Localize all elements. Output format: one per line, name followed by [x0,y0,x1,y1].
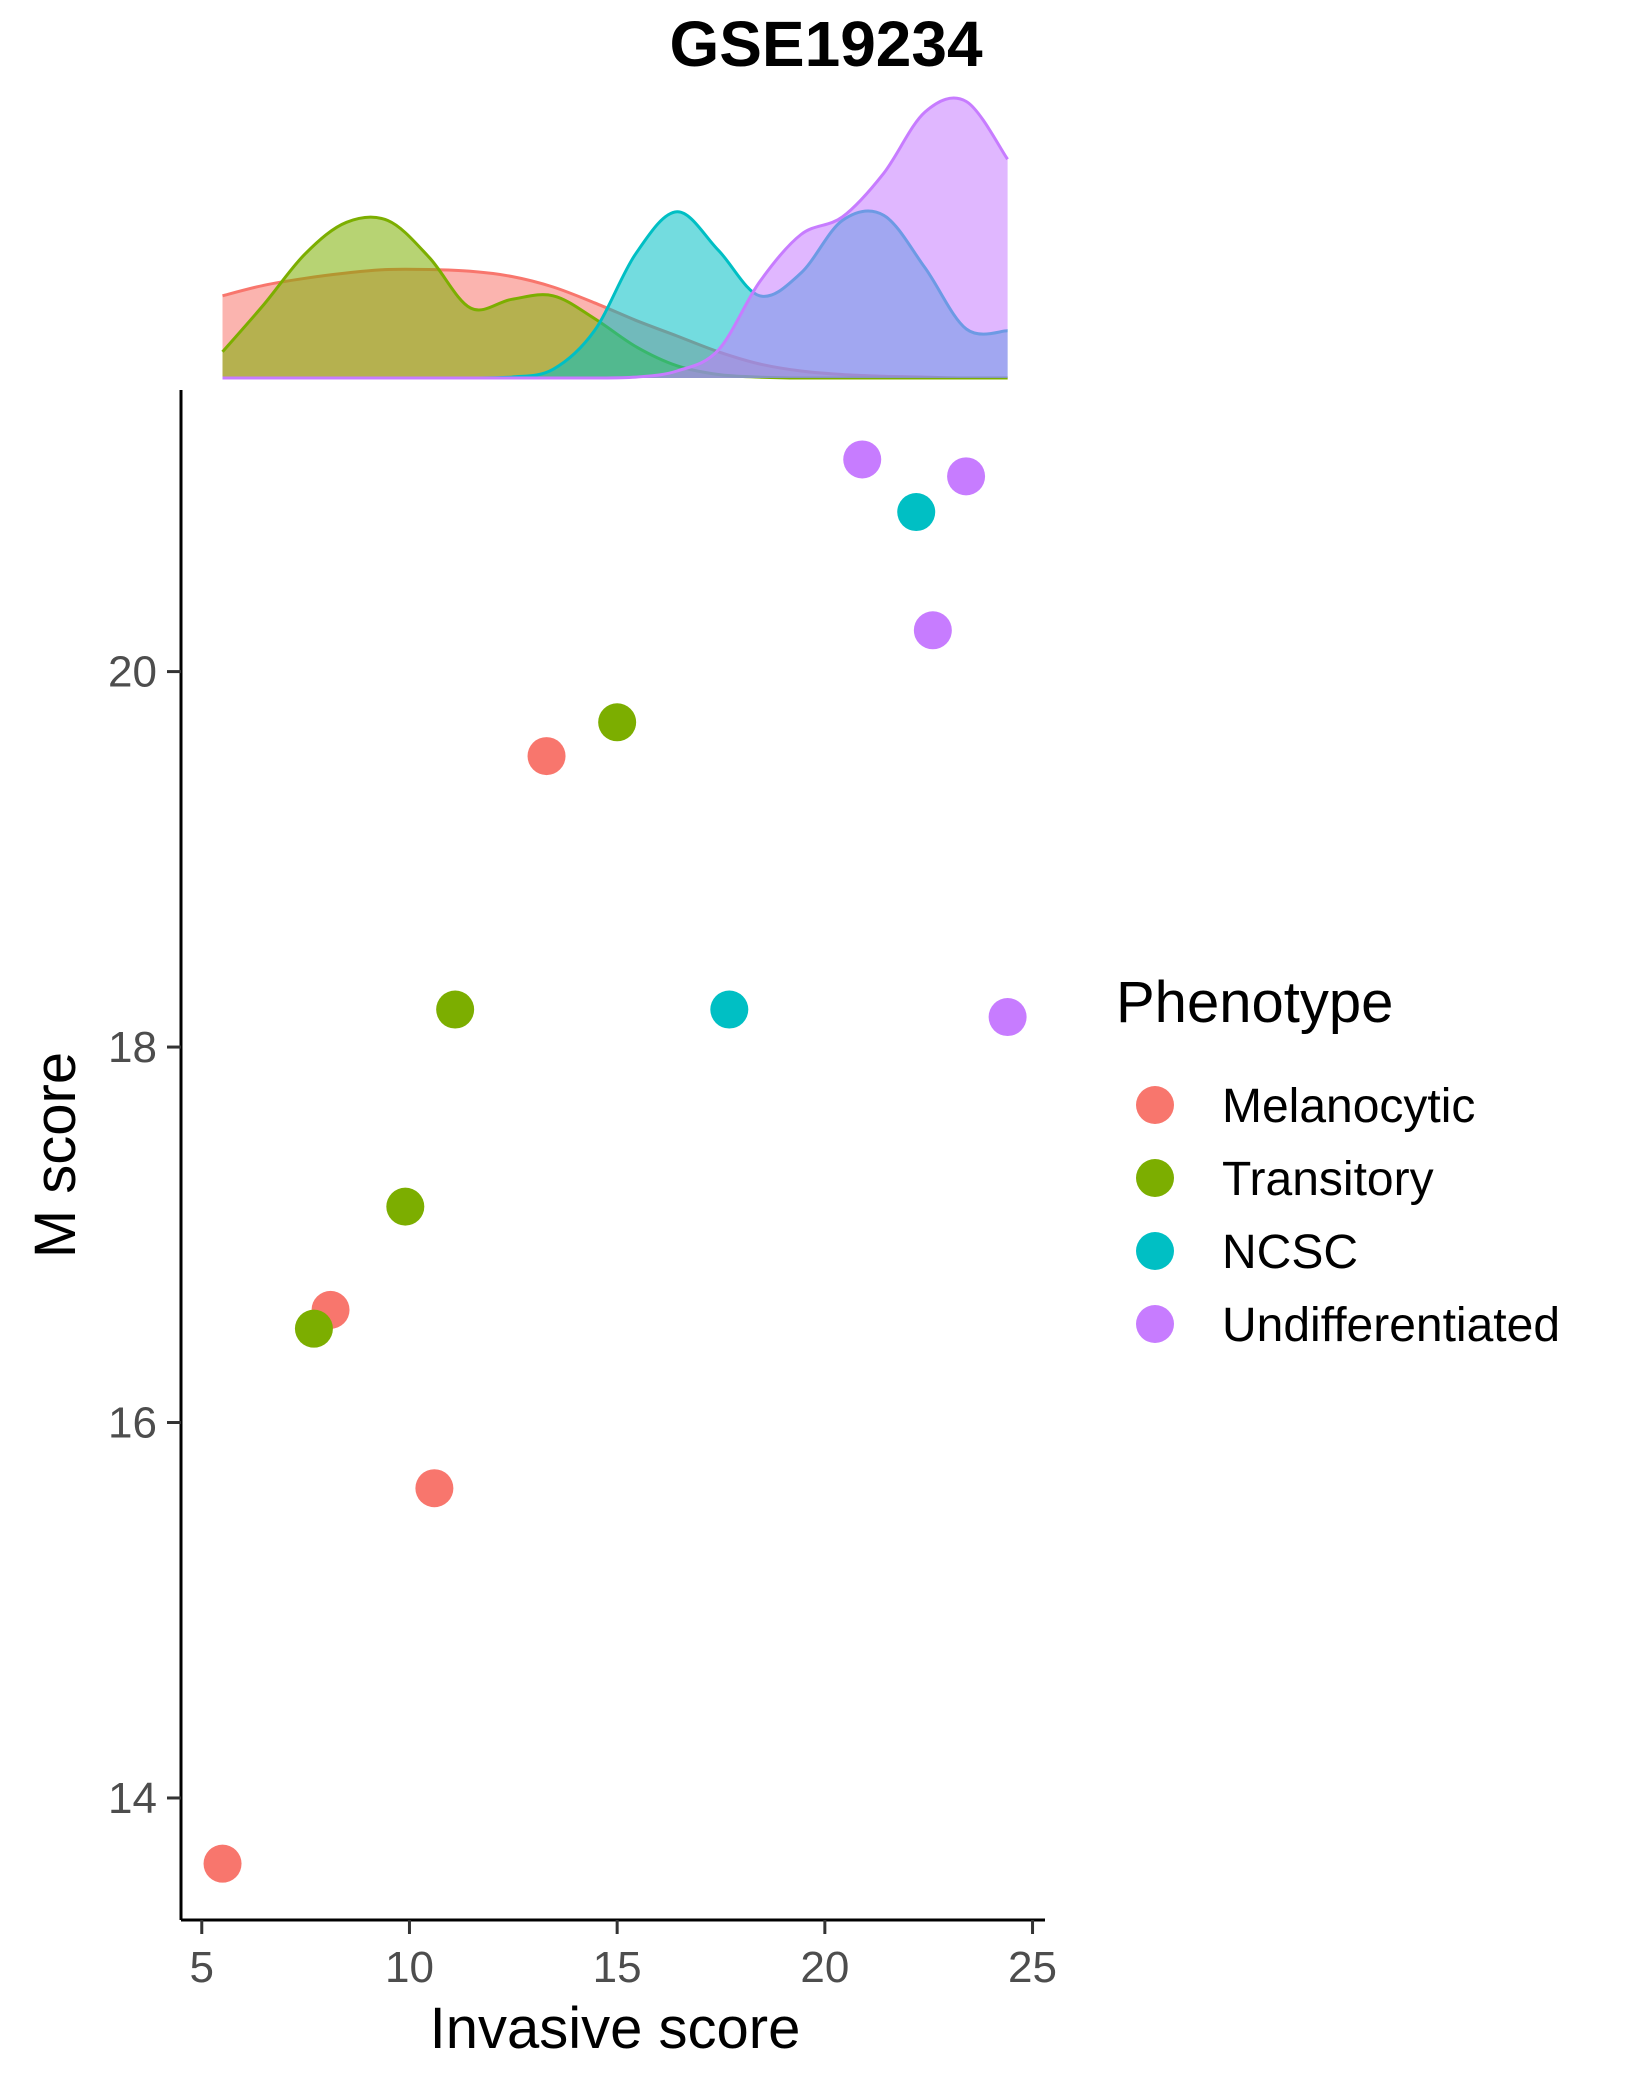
legend-label-undifferentiated: Undifferentiated [1222,1299,1560,1352]
legend-swatch-undifferentiated [1136,1305,1174,1343]
density-area-transitory [222,217,1008,378]
point-undifferentiated [843,440,882,479]
point-melanocytic [527,737,566,776]
density-area-undifferentiated [222,98,1008,379]
point-ncsc [897,493,936,532]
point-melanocytic [203,1844,242,1883]
point-transitory [436,990,475,1029]
legend-swatch-ncsc [1136,1232,1174,1270]
y-tick-label: 16 [108,1399,157,1448]
point-transitory [294,1309,333,1348]
density-line-undifferentiated [222,96,1009,380]
point-transitory [386,1187,425,1226]
legend-swatch-transitory [1136,1159,1174,1197]
x-tick-label: 20 [800,1943,849,1992]
x-tick-label: 15 [593,1943,642,1992]
legend-items: Melanocytic Transitory NCSC Undifferentiate… [1136,1080,1560,1352]
chart-title: GSE19234 [669,8,983,80]
legend-swatch-melanocytic [1136,1086,1174,1124]
point-melanocytic [415,1469,454,1508]
x-tick-label: 5 [190,1943,214,1992]
scatter-points [203,440,1027,1883]
y-tick-label: 20 [108,648,157,697]
x-tick-label: 25 [1008,1943,1057,1992]
legend-title: Phenotype [1116,970,1393,1035]
marginal-density-plot [221,96,1009,380]
x-tick-label: 10 [385,1943,434,1992]
point-undifferentiated [988,998,1027,1037]
axes [179,390,1045,1922]
legend-label-melanocytic: Melanocytic [1222,1080,1475,1133]
y-tick-label: 14 [108,1774,157,1823]
x-axis-ticks: 5 10 15 20 25 [190,1920,1057,1992]
y-axis-title: M score [23,1052,88,1258]
legend: Phenotype Melanocytic Transitory NCSC Undif… [1116,970,1560,1352]
point-ncsc [710,990,749,1029]
y-axis-ticks: 14 16 18 20 [108,648,181,1823]
point-undifferentiated [913,611,952,650]
legend-label-transitory: Transitory [1222,1153,1434,1206]
point-undifferentiated [947,457,986,496]
x-axis-title: Invasive score [430,1996,801,2061]
point-transitory [598,703,637,742]
legend-label-ncsc: NCSC [1222,1226,1358,1279]
y-tick-label: 18 [108,1023,157,1072]
